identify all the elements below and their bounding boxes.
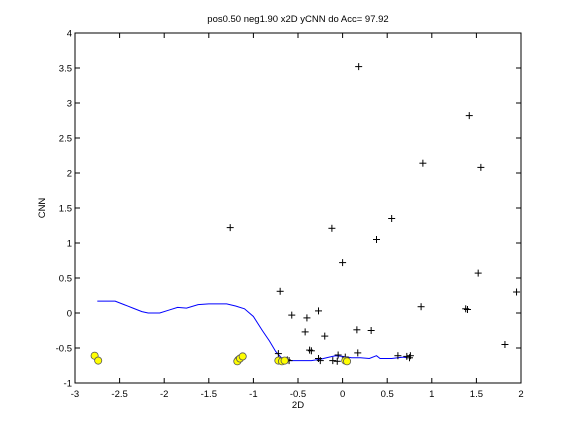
plus-point xyxy=(474,269,482,277)
plus-point xyxy=(303,314,311,322)
y-tick-label: 2 xyxy=(67,169,72,180)
y-tick-label: 0.5 xyxy=(59,274,72,285)
plus-point xyxy=(334,351,342,359)
boundary-curve-layer xyxy=(97,300,407,362)
x-tick-label: 1.5 xyxy=(470,389,483,400)
plus-point xyxy=(307,347,315,355)
axes-box xyxy=(74,32,522,384)
y-axis-label: CNN xyxy=(37,198,48,219)
plus-point xyxy=(274,350,282,358)
y-tick-label: 0 xyxy=(67,309,72,320)
x-tick-label: 0.5 xyxy=(381,389,394,400)
plus-point xyxy=(406,352,414,360)
plus-point xyxy=(353,326,361,334)
y-tick-label: 3.5 xyxy=(59,64,72,75)
x-tick-label: 1 xyxy=(429,389,434,400)
x-axis-label: 2D xyxy=(292,400,304,411)
y-axis-ticks: -1 -0.5 0 0.5 1 1.5 2 2.5 3 3.5 4 xyxy=(56,29,521,390)
x-tick-label: -0.5 xyxy=(290,389,306,400)
plot-area xyxy=(74,32,522,384)
plus-point xyxy=(329,357,337,365)
x-tick-label: -2 xyxy=(160,389,168,400)
plus-point xyxy=(276,287,284,295)
y-tick-label: -1 xyxy=(64,379,72,390)
plus-point xyxy=(339,259,347,267)
plus-point xyxy=(354,349,362,357)
circle-point xyxy=(280,356,289,365)
circle-point xyxy=(343,357,352,366)
y-tick-label: 2.5 xyxy=(59,134,72,145)
plus-point xyxy=(501,341,509,348)
plus-point xyxy=(388,215,396,222)
y-tick-label: 1 xyxy=(67,239,72,250)
plus-point xyxy=(306,346,314,354)
x-axis-ticks: -3 -2.5 -2 -1.5 -1 -0.5 0 0.5 1 1.5 2 xyxy=(71,33,524,400)
circle-point xyxy=(94,356,103,365)
plus-point xyxy=(355,63,363,71)
plus-point xyxy=(462,305,470,313)
plus-point xyxy=(226,224,234,232)
plus-point xyxy=(367,327,375,334)
plus-point xyxy=(394,352,402,360)
circle-point xyxy=(238,352,247,361)
data-points-layer xyxy=(90,63,521,366)
plus-point xyxy=(328,224,336,232)
x-tick-label: 2 xyxy=(518,389,523,400)
plus-point xyxy=(465,112,473,120)
x-tick-label: 0 xyxy=(340,389,345,400)
y-tick-label: 1.5 xyxy=(59,204,72,215)
x-tick-label: -3 xyxy=(71,389,79,400)
decision-boundary-line xyxy=(97,300,407,362)
chart-title: pos0.50 neg1.90 x2D yCNN do Acc= 97.92 xyxy=(207,14,388,25)
plus-point xyxy=(477,163,485,171)
plus-point xyxy=(372,236,380,243)
plus-point xyxy=(417,303,425,311)
plus-point xyxy=(315,307,323,315)
plus-point xyxy=(419,159,427,167)
plus-point xyxy=(333,357,341,365)
plus-point xyxy=(301,328,309,336)
plus-point xyxy=(513,288,521,296)
x-tick-label: -1 xyxy=(249,389,257,400)
y-tick-label: -0.5 xyxy=(56,344,72,355)
plus-point xyxy=(321,332,329,340)
plus-point xyxy=(288,311,296,319)
plus-point xyxy=(463,306,471,313)
x-tick-label: -1.5 xyxy=(201,389,217,400)
y-tick-label: 3 xyxy=(67,99,72,110)
y-tick-label: 4 xyxy=(67,29,72,40)
x-tick-label: -2.5 xyxy=(111,389,127,400)
plus-point xyxy=(316,357,324,365)
